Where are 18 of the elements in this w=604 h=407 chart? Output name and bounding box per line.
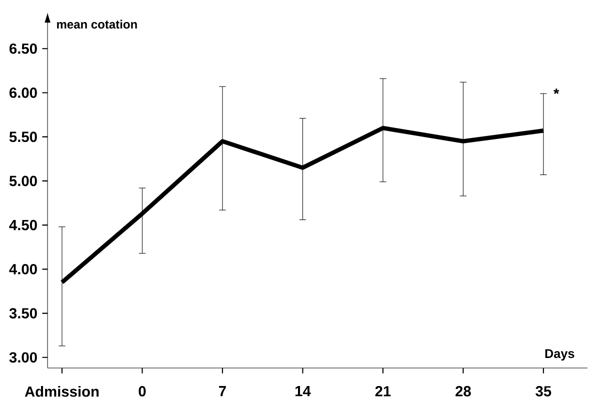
y-tick-label: 3.00 <box>9 352 37 363</box>
y-tick-label: 4.00 <box>9 264 37 274</box>
x-tick-label: 14 <box>295 386 311 396</box>
x-tick-label: 28 <box>456 386 471 396</box>
x-tick-label: Admission <box>24 386 99 397</box>
y-tick-label: 5.00 <box>9 176 37 186</box>
y-tick-label: 5.50 <box>9 132 37 142</box>
y-tick-label: 6.50 <box>10 43 37 54</box>
x-tick-label: 0 <box>138 386 146 396</box>
x-axis-title: Days <box>545 349 574 361</box>
x-tick-label: 21 <box>375 386 391 396</box>
y-axis-title: mean cotation <box>57 20 137 29</box>
x-tick-label: 7 <box>219 386 226 396</box>
annotation: * <box>554 88 560 94</box>
y-tick-label: 3.50 <box>9 308 37 318</box>
y-tick-label: 6.00 <box>10 88 37 98</box>
x-tick-label: 35 <box>536 386 552 396</box>
y-tick-label: 4.50 <box>9 220 37 230</box>
